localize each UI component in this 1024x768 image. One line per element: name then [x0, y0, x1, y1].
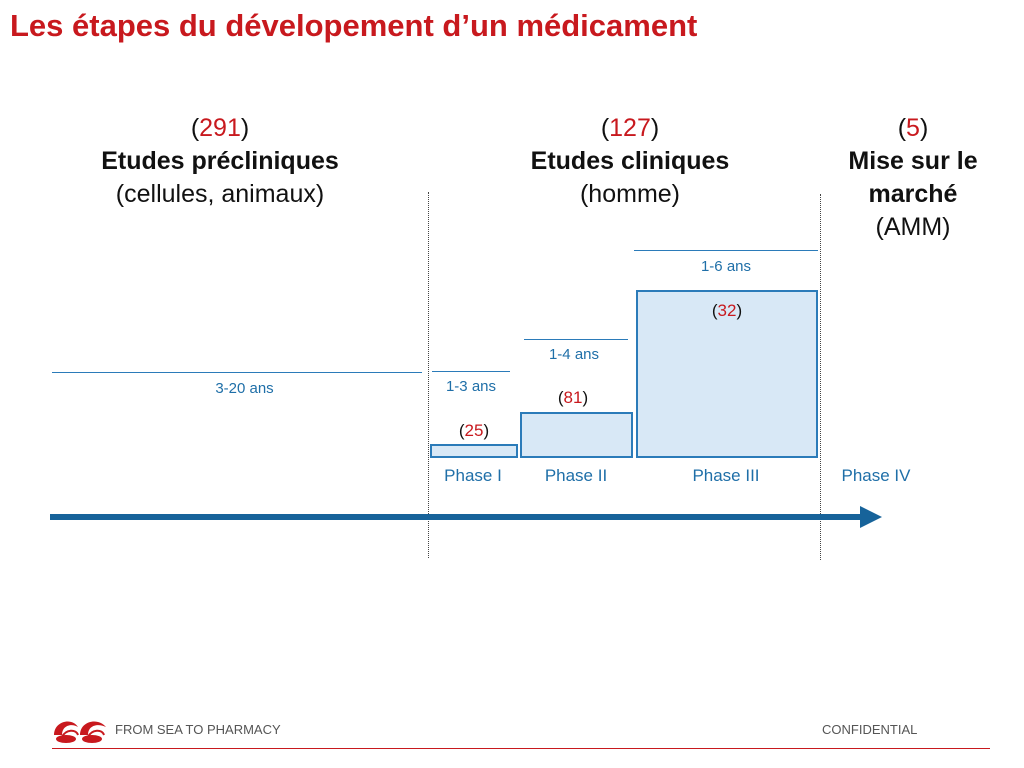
timeline-arrow-head — [860, 506, 882, 528]
market-count: (5) — [897, 114, 929, 142]
preclinical-header: (291) Etudes précliniques (cellules, ani… — [60, 112, 380, 211]
phase1-box — [430, 444, 518, 458]
phase-label-3: Phase III — [692, 466, 760, 485]
clinical-count: (127) — [600, 114, 660, 142]
phase2-count: (81) — [557, 388, 589, 407]
duration-line-phase2 — [524, 339, 628, 340]
phase2-box — [520, 412, 633, 458]
duration-label-phase2: 1-4 ans — [548, 346, 600, 363]
clinical-subheading: (homme) — [579, 180, 680, 208]
clinical-heading: Etudes cliniques — [530, 147, 730, 175]
duration-line-phase1 — [432, 371, 510, 372]
market-header: (5) Mise sur le marché (AMM) — [828, 112, 998, 244]
phase-label-1: Phase I — [444, 466, 502, 485]
phase1-count: (25) — [458, 421, 490, 440]
market-heading-line1: Mise sur le — [848, 147, 978, 175]
market-subheading: (AMM) — [875, 213, 951, 241]
company-logo — [54, 721, 106, 743]
footer-divider — [52, 748, 990, 749]
duration-label-preclinical: 3-20 ans — [215, 380, 274, 397]
phase3-count: (32) — [711, 301, 743, 320]
duration-label-phase3: 1-6 ans — [700, 258, 752, 275]
clinical-header: (127) Etudes cliniques (homme) — [470, 112, 790, 211]
footer-confidential: CONFIDENTIAL — [822, 722, 918, 737]
preclinical-count: (291) — [190, 114, 250, 142]
preclinical-heading: Etudes précliniques — [101, 147, 339, 175]
timeline-arrow-shaft — [50, 514, 862, 520]
separator-preclinical-clinical — [428, 192, 429, 558]
market-heading-line2: marché — [868, 180, 958, 208]
duration-label-phase1: 1-3 ans — [445, 378, 497, 395]
separator-clinical-market — [820, 194, 821, 560]
phase-label-2: Phase II — [544, 466, 608, 485]
preclinical-subheading: (cellules, animaux) — [115, 180, 325, 208]
phase3-box — [636, 290, 818, 458]
duration-line-preclinical — [52, 372, 422, 373]
footer-brand: FROM SEA TO PHARMACY — [115, 722, 281, 737]
phase-label-4: Phase IV — [841, 466, 911, 485]
page-title: Les étapes du dévelopement d’un médicame… — [10, 8, 698, 43]
duration-line-phase3 — [634, 250, 818, 251]
